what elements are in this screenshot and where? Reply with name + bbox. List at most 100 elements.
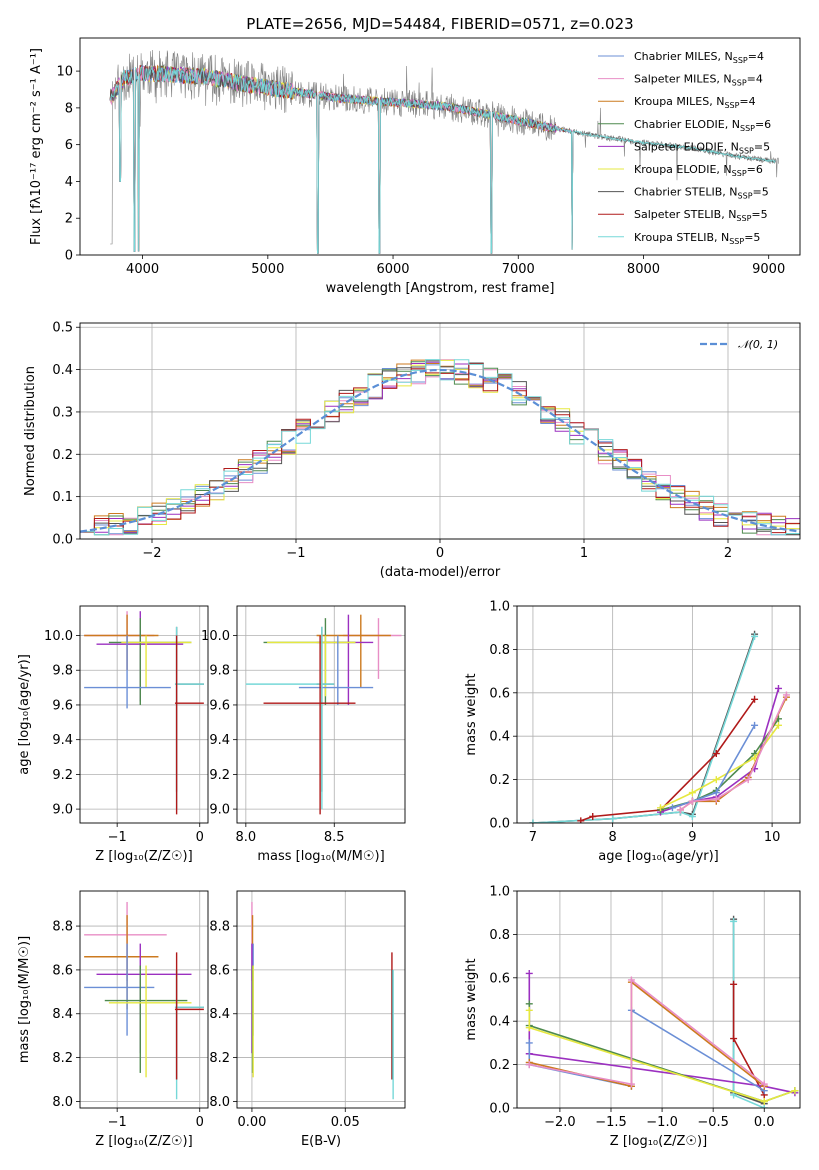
legend-entry-suffix: =6 bbox=[755, 118, 771, 131]
y-tick-label: 8.8 bbox=[209, 920, 230, 935]
weight-point-salpeter_miles bbox=[627, 1080, 635, 1088]
y-axis-label: Normed distribution bbox=[23, 366, 38, 496]
spectrum-model-line-chabrier_stelib bbox=[109, 65, 777, 254]
x-tick-label: 6000 bbox=[376, 262, 409, 277]
weight-line-salpeter_miles bbox=[679, 694, 788, 811]
weight-point-salpeter_miles bbox=[760, 1080, 768, 1088]
weight-line-salpeter_stelib bbox=[580, 698, 756, 822]
y-tick-label: 8.4 bbox=[209, 1007, 230, 1022]
plots-layer: 4000 5000 6000 7000 8000 90000246810wavelengt… bbox=[17, 37, 801, 1149]
y-tick-label: 9.0 bbox=[52, 803, 73, 818]
y-tick-label: 0.0 bbox=[489, 817, 510, 832]
legend-entry-suffix: =4 bbox=[747, 73, 763, 86]
legend-entry-kroupa_miles: Kroupa MILES, NSSP=4 bbox=[634, 95, 756, 110]
legend-entry-text: Chabrier ELODIE, N bbox=[634, 118, 740, 131]
weight-line-chabrier_miles bbox=[672, 725, 756, 809]
axes-frame bbox=[79, 890, 209, 1109]
plot-area-age_vs_mass bbox=[245, 614, 402, 815]
y-tick-label: 9.8 bbox=[52, 664, 73, 679]
y-tick-label: 8.0 bbox=[52, 1095, 73, 1110]
x-tick-label: −1 bbox=[108, 830, 127, 845]
x-tick-label: 10 bbox=[764, 830, 781, 845]
y-tick-label: 9.0 bbox=[209, 803, 230, 818]
weight-point-chabrier_miles bbox=[668, 804, 676, 812]
x-tick-label: 0 bbox=[196, 830, 204, 845]
y-tick-label: 0.2 bbox=[489, 1058, 510, 1073]
weight-point-kroupa_stelib bbox=[609, 815, 617, 823]
legend-entry-sub: SSP bbox=[740, 124, 755, 133]
weight-point-kroupa_elodie bbox=[688, 789, 696, 797]
legend-entry-suffix: =5 bbox=[744, 231, 760, 244]
y-axis-label: mass weight bbox=[464, 673, 479, 755]
axes-frame bbox=[236, 605, 406, 824]
y-tick-label: 0.4 bbox=[489, 1015, 510, 1030]
weight-point-kroupa_stelib bbox=[730, 917, 738, 925]
legend-entry-text: Chabrier STELIB, N bbox=[634, 186, 738, 199]
weight-line-salpeter_miles bbox=[529, 978, 765, 1086]
x-tick-label: 9 bbox=[688, 830, 696, 845]
weight-point-salpeter_miles bbox=[627, 976, 635, 984]
y-tick-label: 6 bbox=[65, 138, 73, 153]
y-tick-label: 9.4 bbox=[52, 733, 73, 748]
legend-entry-sub: SSP bbox=[732, 79, 747, 88]
x-tick-label: 8 bbox=[609, 830, 617, 845]
x-tick-label: 7000 bbox=[502, 262, 535, 277]
axes-frame bbox=[79, 37, 801, 256]
y-tick-label: 10 bbox=[56, 65, 73, 80]
x-tick-label: 9000 bbox=[752, 262, 785, 277]
y-axis-label: mass [log₁₀(M/M☉)] bbox=[17, 936, 32, 1063]
weight-point-kroupa_elodie bbox=[656, 804, 664, 812]
x-tick-label: 8.5 bbox=[324, 830, 345, 845]
weight-point-salpeter_miles bbox=[782, 691, 790, 699]
x-tick-label: 4000 bbox=[126, 262, 159, 277]
x-axis-label: Z [log₁₀(Z/Z☉)] bbox=[95, 1134, 192, 1149]
y-axis-label: Flux [fλ10⁻¹⁷ erg cm⁻² s⁻¹ A⁻¹] bbox=[29, 48, 44, 245]
weight-point-chabrier_elodie bbox=[525, 1000, 533, 1008]
legend-entry-salpeter_elodie: Salpeter ELODIE, NSSP=5 bbox=[634, 140, 770, 155]
x-tick-label: −0.5 bbox=[697, 1115, 729, 1130]
y-tick-label: 8.6 bbox=[52, 963, 73, 978]
weight-point-salpeter_stelib bbox=[730, 1035, 738, 1043]
axes-age_vs_Z: −1 0 9.0 9.2 9.4 9.6 9.8 10.0 Z [log₁₀(Z/Z☉)] age… bbox=[17, 605, 209, 864]
legend-entry-gaussian: 𝒩(0, 1) bbox=[738, 338, 778, 351]
legend-entry-salpeter_miles: Salpeter MILES, NSSP=4 bbox=[634, 73, 763, 88]
y-tick-label: 0.8 bbox=[489, 928, 510, 943]
weight-point-chabrier_miles bbox=[712, 789, 720, 797]
y-tick-label: 4 bbox=[65, 175, 73, 190]
axes-mass_vs_Z: −1 0 8.0 8.2 8.4 8.6 8.8 Z [log₁₀(Z/Z☉)] mass [l… bbox=[17, 890, 209, 1149]
y-tick-label: 0.6 bbox=[489, 686, 510, 701]
weight-point-kroupa_elodie bbox=[525, 1006, 533, 1014]
weight-line-chabrier_stelib bbox=[532, 633, 756, 823]
x-tick-label: 0 bbox=[196, 1115, 204, 1130]
y-tick-label: 2 bbox=[65, 212, 73, 227]
y-tick-label: 8.6 bbox=[209, 963, 230, 978]
y-tick-label: 9.2 bbox=[209, 768, 230, 783]
y-tick-label: 8 bbox=[65, 101, 73, 116]
legend-entry-text: Kroupa ELODIE, N bbox=[634, 163, 732, 176]
legend-entry-sub: SSP bbox=[739, 146, 754, 155]
legend-entry-suffix: =6 bbox=[747, 163, 763, 176]
y-tick-label: 0.2 bbox=[489, 773, 510, 788]
x-tick-label: 7 bbox=[529, 830, 537, 845]
x-tick-label: 0 bbox=[436, 546, 444, 561]
legend-entry-text: Kroupa STELIB, N bbox=[634, 231, 729, 244]
plot-area-mass_vs_ebv bbox=[251, 901, 394, 1100]
y-tick-label: 0.0 bbox=[489, 1102, 510, 1117]
weight-line-chabrier_miles bbox=[528, 1008, 765, 1092]
weight-point-kroupa_stelib bbox=[688, 812, 696, 820]
legend-entry-salpeter_stelib: Salpeter STELIB, NSSP=5 bbox=[634, 208, 768, 223]
plot-area-spectrum bbox=[109, 49, 779, 254]
axes-frame bbox=[516, 890, 801, 1109]
x-axis-label: E(B-V) bbox=[301, 1134, 341, 1149]
y-tick-label: 0.4 bbox=[52, 363, 73, 378]
legend-entry-sub: SSP bbox=[738, 192, 753, 201]
x-axis-label: wavelength [Angstrom, rest frame] bbox=[326, 281, 555, 296]
legend-entry-sub: SSP bbox=[736, 214, 751, 223]
legend-entry-suffix: =5 bbox=[751, 208, 767, 221]
weight-point-kroupa_elodie bbox=[791, 1087, 799, 1095]
weight-point-salpeter_stelib bbox=[730, 980, 738, 988]
axes-frame bbox=[79, 322, 801, 540]
y-tick-label: 8.0 bbox=[209, 1095, 230, 1110]
y-tick-label: 0.8 bbox=[489, 643, 510, 658]
